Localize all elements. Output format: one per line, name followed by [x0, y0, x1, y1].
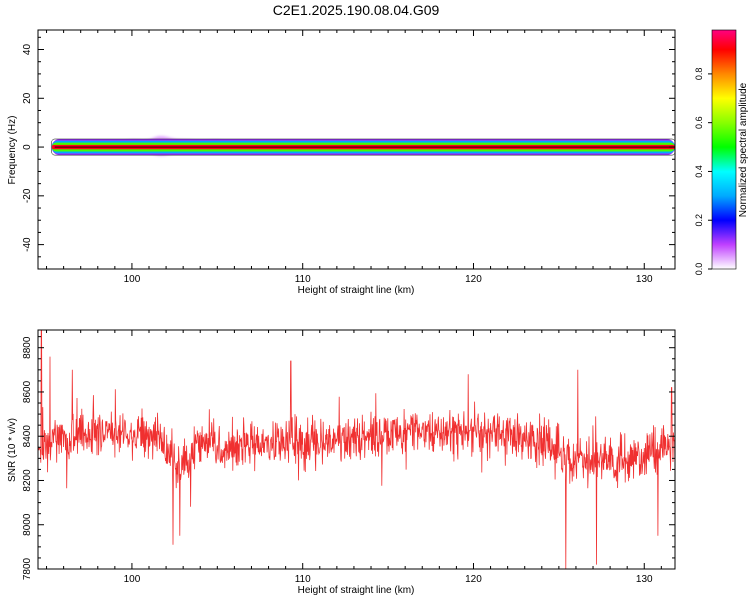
colorbar: 0.0 0.2 0.4 0.6 0.8 Normalized spectral ampl… — [694, 29, 749, 276]
colorbar-tick-label: 0.8 — [694, 68, 704, 81]
y-tick-label: -40 — [22, 237, 33, 252]
x-tick-label: 120 — [465, 274, 482, 285]
y-tick-label: 20 — [22, 92, 33, 104]
x-tick-label: 120 — [465, 574, 482, 585]
x-tick-label: 110 — [295, 574, 311, 585]
x-tick-label: 110 — [295, 274, 311, 285]
x-tick-label: 100 — [124, 574, 141, 585]
y-tick-label: 7800 — [22, 557, 33, 580]
y-tick-label: 8200 — [22, 469, 33, 492]
spectrogram-y-axis-label: Frequency (Hz) — [7, 116, 18, 185]
colorbar-tick-label: 0.2 — [694, 214, 704, 227]
snr-panel: 100 110 120 130 7800 8000 8200 8400 8600 8800 He… — [7, 329, 676, 596]
snr-x-axis-label: Height of straight line (km) — [298, 585, 415, 596]
x-tick-label: 130 — [636, 274, 653, 285]
colorbar-ticks: 0.0 0.2 0.4 0.6 0.8 — [694, 68, 712, 276]
spectrogram-y-ticks: -40 -20 0 20 40 — [22, 36, 675, 270]
y-tick-label: 40 — [22, 44, 33, 56]
x-tick-label: 100 — [124, 274, 141, 285]
y-tick-label: 8000 — [22, 513, 33, 536]
spectrogram-panel: 100 110 120 130 -40 -20 0 20 40 Height of strai… — [7, 29, 676, 296]
snr-y-axis-label: SNR (10 * v/v) — [7, 418, 18, 482]
spectrogram-x-axis-label: Height of straight line (km) — [298, 285, 415, 296]
colorbar-gradient — [711, 29, 737, 270]
figure-title: C2E1.2025.190.08.04.G09 — [273, 2, 440, 18]
snr-y-ticks: 7800 8000 8200 8400 8600 8800 — [22, 336, 675, 580]
snr-x-ticks: 100 110 120 130 — [46, 330, 662, 585]
y-tick-label: 0 — [22, 144, 33, 150]
x-tick-label: 130 — [636, 574, 653, 585]
snr-series-line — [38, 330, 675, 569]
spectrogram-x-ticks: 100 110 120 130 — [46, 30, 662, 285]
spectrogram-band — [51, 136, 675, 156]
y-tick-label: 8800 — [22, 336, 33, 359]
spectrogram-frame — [37, 29, 676, 270]
spectrogram-band-outline — [51, 138, 675, 156]
y-tick-label: 8600 — [22, 380, 33, 403]
colorbar-tick-label: 0.6 — [694, 116, 704, 129]
colorbar-label: Normalized spectral amplitude — [738, 82, 749, 217]
colorbar-tick-label: 0.4 — [694, 165, 704, 178]
y-tick-label: -20 — [22, 188, 33, 203]
y-tick-label: 8400 — [22, 425, 33, 448]
snr-frame — [37, 329, 676, 570]
colorbar-tick-label: 0.0 — [694, 263, 704, 276]
